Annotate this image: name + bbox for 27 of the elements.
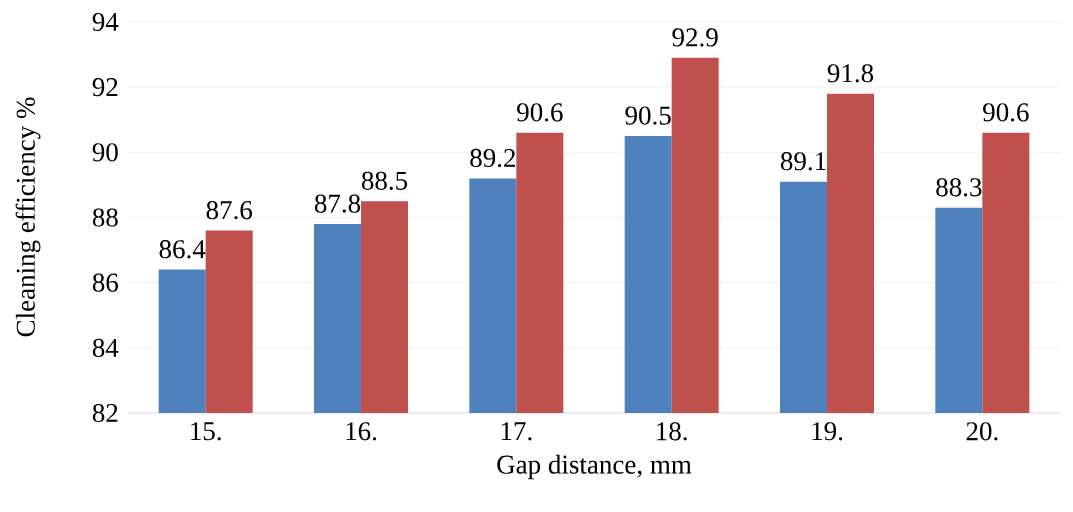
y-tick-label: 94 <box>92 12 119 32</box>
data-label: 87.6 <box>206 200 253 220</box>
x-tick-label: 17. <box>501 422 532 441</box>
y-axis-title: Cleaning efficiency % <box>15 97 41 337</box>
data-label: 92.9 <box>672 28 718 47</box>
data-label: 87.8 <box>314 194 361 213</box>
y-tick-label: 84 <box>92 338 119 357</box>
data-label: 90.5 <box>625 106 671 125</box>
x-axis-title: Gap distance, mm <box>497 454 692 480</box>
data-label: 90.6 <box>983 103 1029 122</box>
x-tick-label: 19. <box>812 422 843 441</box>
x-tick-label: 18. <box>657 422 687 441</box>
data-label: 89.1 <box>780 152 826 171</box>
x-tick-label: 20. <box>966 422 998 441</box>
data-label: 91.8 <box>827 64 874 83</box>
y-tick-label: 92 <box>92 78 118 97</box>
y-tick-label: 86 <box>92 273 119 292</box>
data-label: 89.2 <box>470 148 515 168</box>
x-tick-label: 15. <box>191 422 221 441</box>
data-label: 88.5 <box>361 171 408 190</box>
y-tick-label: 88 <box>92 208 118 227</box>
y-tick-label: 90 <box>92 143 118 162</box>
y-tick-label: 82 <box>92 403 118 423</box>
data-label: 86.4 <box>159 240 206 259</box>
data-label: 88.3 <box>936 178 982 197</box>
data-label: 90.6 <box>517 103 563 122</box>
x-tick-label: 16. <box>346 422 377 441</box>
